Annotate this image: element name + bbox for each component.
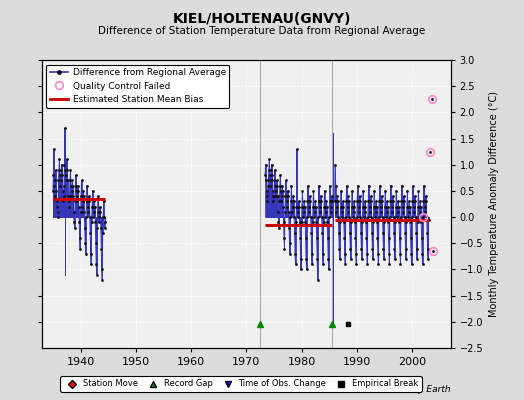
- Legend: Difference from Regional Average, Quality Control Failed, Estimated Station Mean: Difference from Regional Average, Qualit…: [47, 64, 230, 108]
- Text: Berkeley Earth: Berkeley Earth: [384, 385, 451, 394]
- Y-axis label: Monthly Temperature Anomaly Difference (°C): Monthly Temperature Anomaly Difference (…: [489, 91, 499, 317]
- Text: Difference of Station Temperature Data from Regional Average: Difference of Station Temperature Data f…: [99, 26, 425, 36]
- Legend: Station Move, Record Gap, Time of Obs. Change, Empirical Break: Station Move, Record Gap, Time of Obs. C…: [60, 376, 422, 392]
- Text: KIEL/HOLTENAU(GNVY): KIEL/HOLTENAU(GNVY): [173, 12, 351, 26]
